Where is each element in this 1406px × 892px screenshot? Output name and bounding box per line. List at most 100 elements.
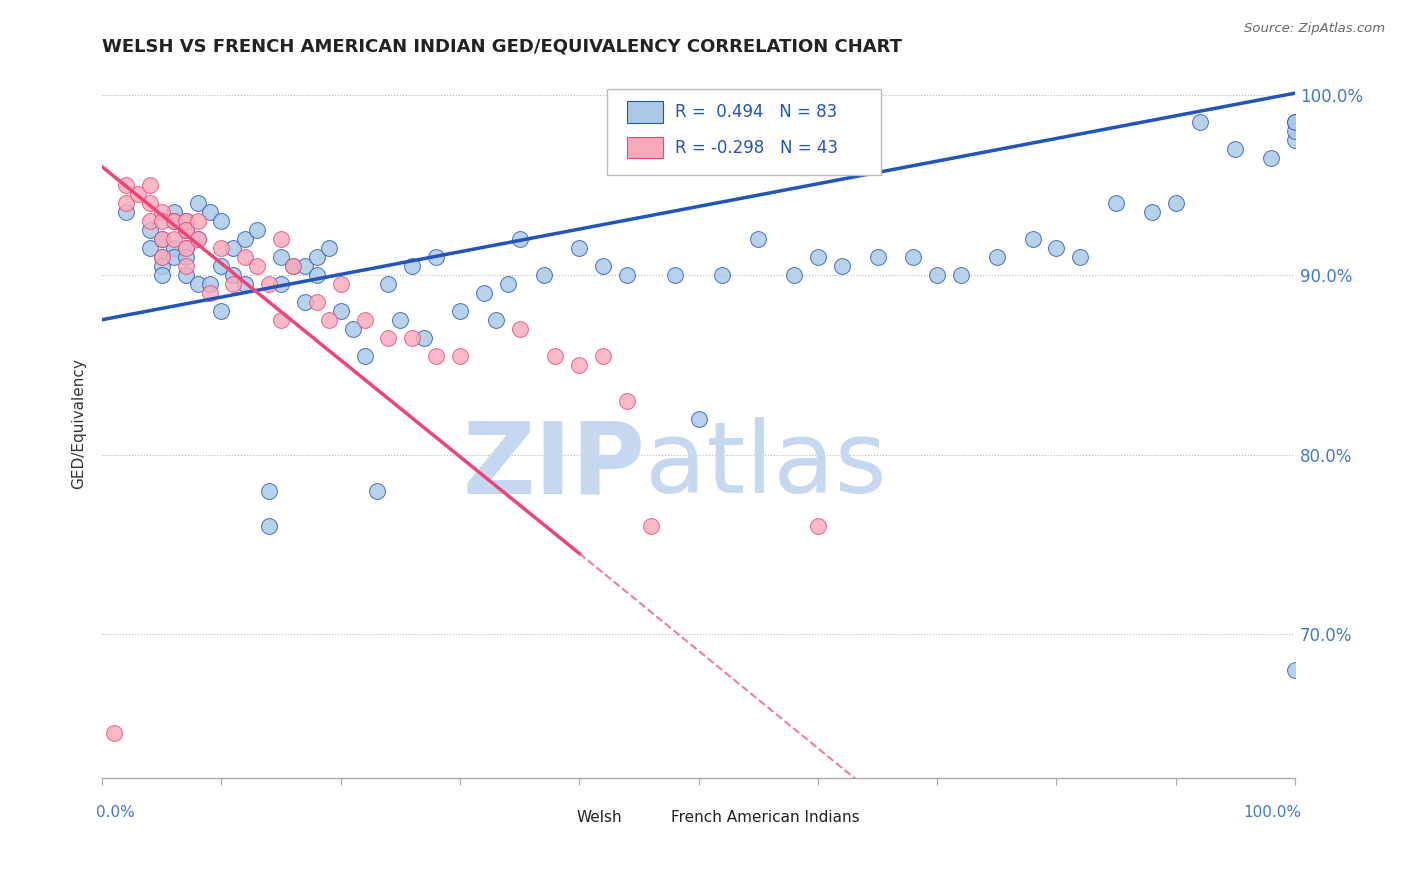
- Point: [235, 232, 257, 246]
- Point: [496, 277, 519, 291]
- Point: [270, 277, 292, 291]
- Point: [305, 268, 328, 282]
- Point: [235, 277, 257, 291]
- Point: [1069, 250, 1091, 264]
- Point: [187, 195, 209, 210]
- Text: 100.0%: 100.0%: [1243, 805, 1301, 821]
- Point: [831, 259, 853, 273]
- Point: [1021, 232, 1043, 246]
- Point: [257, 483, 280, 498]
- Point: [747, 232, 769, 246]
- Point: [568, 358, 591, 372]
- Bar: [641, 810, 665, 826]
- Point: [174, 214, 197, 228]
- Point: [544, 349, 567, 363]
- Point: [807, 519, 830, 533]
- Point: [1284, 115, 1306, 129]
- Point: [127, 186, 149, 201]
- Point: [115, 195, 138, 210]
- Point: [1284, 663, 1306, 677]
- Point: [342, 321, 364, 335]
- Point: [1284, 133, 1306, 147]
- Point: [174, 223, 197, 237]
- Point: [198, 204, 221, 219]
- Point: [1164, 195, 1187, 210]
- Point: [174, 223, 197, 237]
- Point: [305, 294, 328, 309]
- Point: [318, 312, 340, 326]
- Point: [211, 303, 233, 318]
- Point: [139, 214, 162, 228]
- Point: [377, 331, 399, 345]
- Point: [150, 232, 173, 246]
- Point: [568, 241, 591, 255]
- Point: [150, 259, 173, 273]
- Point: [509, 232, 531, 246]
- Point: [1140, 204, 1163, 219]
- Point: [163, 250, 186, 264]
- Point: [150, 214, 173, 228]
- Point: [783, 268, 806, 282]
- Point: [246, 223, 269, 237]
- Point: [174, 259, 197, 273]
- Point: [353, 349, 375, 363]
- Point: [211, 259, 233, 273]
- Point: [592, 259, 614, 273]
- Point: [329, 303, 352, 318]
- Point: [150, 232, 173, 246]
- Point: [270, 250, 292, 264]
- Point: [1260, 151, 1282, 165]
- Point: [1045, 241, 1067, 255]
- Point: [163, 232, 186, 246]
- Point: [305, 250, 328, 264]
- Point: [294, 294, 316, 309]
- Point: [115, 204, 138, 219]
- Y-axis label: GED/Equivalency: GED/Equivalency: [72, 358, 86, 489]
- Point: [198, 285, 221, 300]
- Point: [401, 331, 423, 345]
- Bar: [627, 102, 662, 123]
- Point: [222, 277, 245, 291]
- Point: [509, 321, 531, 335]
- Text: 0.0%: 0.0%: [96, 805, 135, 821]
- Point: [281, 259, 304, 273]
- Point: [139, 223, 162, 237]
- Point: [103, 726, 125, 740]
- Point: [150, 204, 173, 219]
- Point: [353, 312, 375, 326]
- Point: [1105, 195, 1128, 210]
- Point: [950, 268, 973, 282]
- Point: [1284, 115, 1306, 129]
- Point: [903, 250, 925, 264]
- Point: [222, 241, 245, 255]
- Point: [198, 277, 221, 291]
- Point: [150, 250, 173, 264]
- Point: [257, 519, 280, 533]
- FancyBboxPatch shape: [607, 89, 882, 175]
- Point: [616, 268, 638, 282]
- Text: R =  0.494   N = 83: R = 0.494 N = 83: [675, 103, 837, 121]
- Point: [235, 250, 257, 264]
- Point: [163, 214, 186, 228]
- Text: French American Indians: French American Indians: [671, 810, 860, 825]
- Point: [174, 250, 197, 264]
- Point: [485, 312, 508, 326]
- Point: [270, 232, 292, 246]
- Point: [389, 312, 412, 326]
- Bar: [547, 810, 571, 826]
- Point: [174, 241, 197, 255]
- Point: [664, 268, 686, 282]
- Point: [163, 241, 186, 255]
- Point: [1188, 115, 1211, 129]
- Point: [174, 214, 197, 228]
- Point: [139, 241, 162, 255]
- Text: R = -0.298   N = 43: R = -0.298 N = 43: [675, 138, 838, 156]
- Point: [139, 178, 162, 192]
- Text: atlas: atlas: [645, 417, 887, 514]
- Point: [807, 250, 830, 264]
- Point: [150, 250, 173, 264]
- Point: [377, 277, 399, 291]
- Point: [927, 268, 949, 282]
- Point: [866, 250, 889, 264]
- Point: [1225, 142, 1247, 156]
